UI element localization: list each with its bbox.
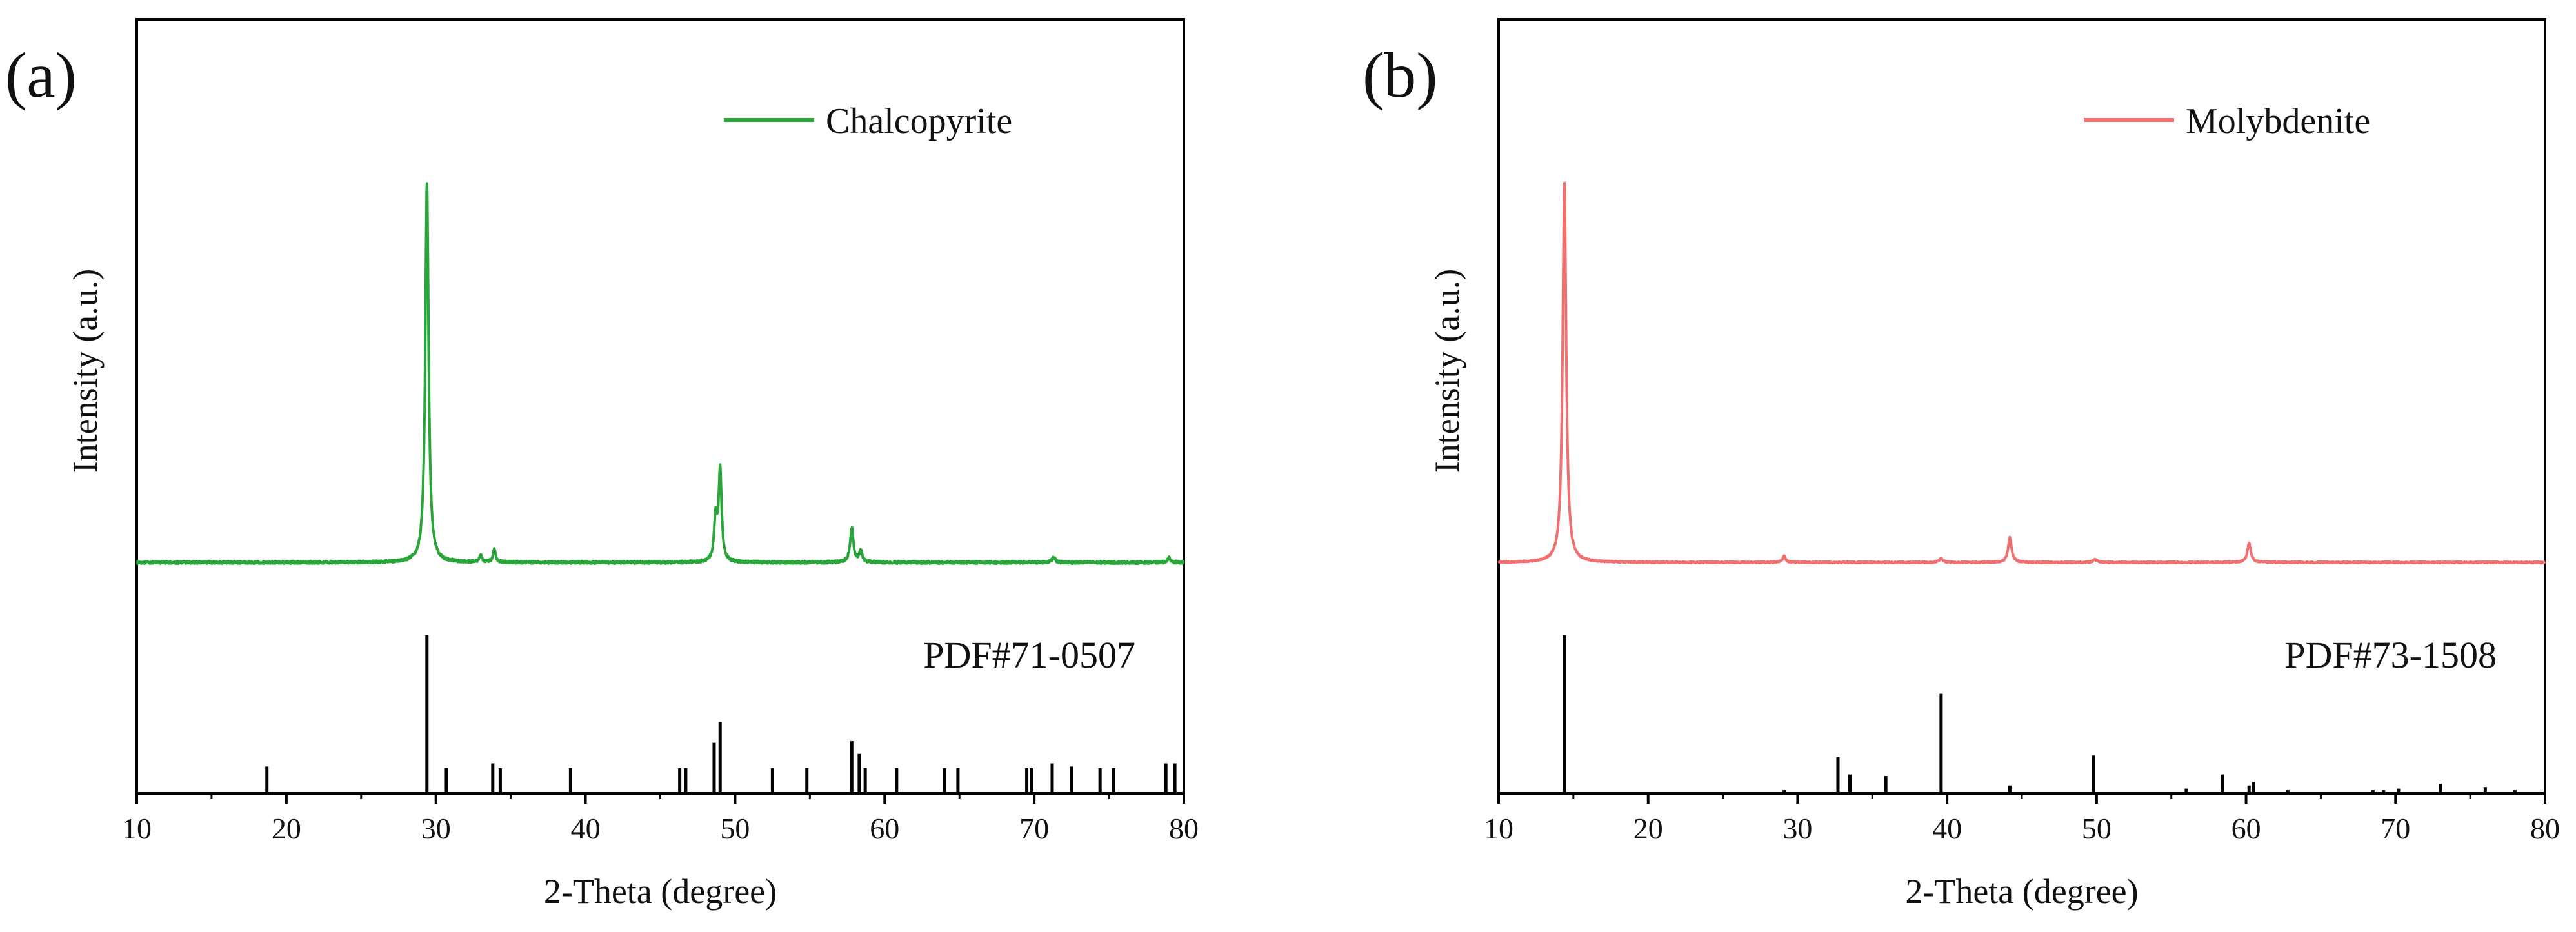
panel-a-x-tick-label: 10	[122, 812, 152, 845]
panel-a-x-tick-label: 20	[272, 812, 301, 845]
panel-a-pattern-line	[135, 182, 1185, 565]
panel-b-x-tick-label: 50	[2082, 812, 2112, 845]
panel-b-panel-label: (b)	[1363, 39, 1438, 111]
panel-a-x-tick-label: 70	[1019, 812, 1049, 845]
panel-a-reference-label: PDF#71-0507	[923, 634, 1135, 676]
panel-b: 10 20 30 40 50 60 70 80 2-Theta (degree) Intensit…	[1363, 18, 2560, 911]
panel-a-x-tick-label: 50	[720, 812, 750, 845]
panel-b-reference-label: PDF#73-1508	[2284, 634, 2497, 676]
panel-b-y-axis-title: Intensity (a.u.)	[1428, 269, 1466, 473]
panel-a-x-tick-label: 80	[1169, 812, 1199, 845]
panel-a-panel-label: (a)	[5, 39, 77, 111]
panel-a-x-tick-label: 30	[421, 812, 451, 845]
panel-b-x-tick-label: 40	[1932, 812, 1962, 845]
panel-b-x-axis-title: 2-Theta (degree)	[1905, 872, 2138, 911]
panel-a-x-tick-label: 60	[870, 812, 899, 845]
panel-a-x-tick-label: 40	[571, 812, 601, 845]
panel-b-x-tick-label: 20	[1633, 812, 1663, 845]
panel-b-x-tick-label: 80	[2530, 812, 2560, 845]
panel-a-x-axis-title: 2-Theta (degree)	[544, 872, 777, 911]
panel-a: 10 20 30 40 50 60 70 80 2-Theta (degree) Intensit…	[5, 18, 1199, 911]
panel-b-legend-label: Molybdenite	[2186, 101, 2370, 141]
panel-b-x-tick-label: 10	[1484, 812, 1513, 845]
panel-a-plot-frame	[135, 18, 1185, 795]
panel-b-x-tick-label: 60	[2232, 812, 2261, 845]
panel-b-pattern-line	[1497, 181, 2546, 565]
panel-a-y-axis-title: Intensity (a.u.)	[66, 269, 105, 473]
panel-b-x-tick-label: 70	[2381, 812, 2410, 845]
panel-a-legend-label: Chalcopyrite	[826, 101, 1012, 141]
panel-b-plot-frame	[1497, 18, 2546, 795]
panel-b-x-tick-label: 30	[1782, 812, 1812, 845]
